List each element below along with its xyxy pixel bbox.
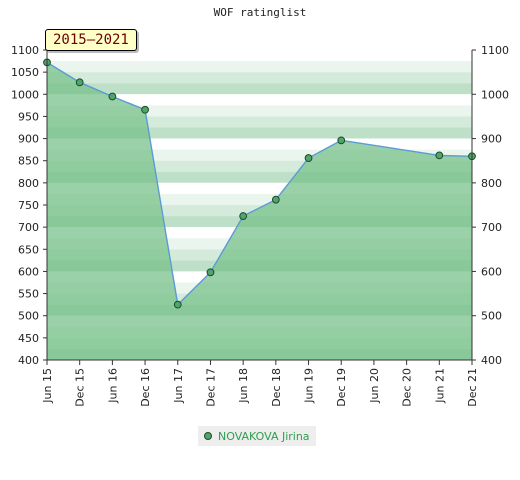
background-band — [47, 72, 472, 84]
y-right-tick-label: 1100 — [481, 44, 509, 57]
background-band — [47, 127, 472, 139]
data-point — [304, 154, 313, 162]
x-tick-label: Dec 19 — [335, 368, 348, 407]
x-tick-label: Dec 15 — [74, 368, 87, 407]
y-left-tick-label: 700 — [18, 221, 39, 234]
y-left-tick-label: 600 — [18, 265, 39, 278]
data-point — [435, 151, 444, 160]
background-band — [47, 61, 472, 73]
x-tick-label: Jun 16 — [106, 368, 119, 404]
y-right-tick-label: 500 — [481, 310, 502, 323]
y-left-tick-label: 1050 — [11, 66, 39, 79]
y-left-tick-label: 800 — [18, 177, 39, 190]
data-point — [239, 212, 248, 220]
x-tick-label: Dec 20 — [401, 368, 414, 407]
x-tick-label: Jun 21 — [433, 368, 446, 404]
y-left-tick-label: 650 — [18, 243, 39, 256]
y-left-tick-label: 450 — [18, 332, 39, 345]
x-tick-label: Dec 18 — [270, 368, 283, 407]
data-point — [108, 92, 117, 101]
background-band — [47, 138, 472, 150]
y-left-tick-label: 400 — [18, 354, 39, 367]
data-point — [271, 195, 280, 204]
data-point — [141, 105, 149, 114]
marker-layer — [43, 58, 476, 309]
background-band — [47, 193, 472, 205]
area-layer — [47, 62, 472, 361]
y-right-tick-label: 900 — [481, 133, 502, 146]
background-band — [47, 94, 472, 106]
data-point — [337, 136, 346, 145]
legend-label: NOVAKOVA Jirina — [218, 429, 310, 443]
x-tick-label: Jun 18 — [237, 368, 250, 404]
data-point — [173, 300, 182, 309]
line-layer — [46, 61, 473, 307]
series-line — [46, 61, 473, 307]
data-point — [206, 268, 215, 277]
background-band — [47, 105, 472, 117]
y-right-tick-label: 700 — [481, 221, 502, 234]
y-left-tick-label: 950 — [18, 110, 39, 123]
background-band — [47, 182, 472, 194]
x-tick-label: Dec 17 — [204, 368, 217, 407]
x-tick-label: Dec 16 — [139, 368, 152, 407]
y-right-tick-label: 1000 — [481, 88, 509, 101]
background-band — [47, 171, 472, 183]
y-left-tick-label: 750 — [18, 199, 39, 212]
background-band — [47, 160, 472, 172]
background-band — [47, 116, 472, 128]
y-left-tick-label: 900 — [18, 133, 39, 146]
x-tick-label: Jun 20 — [368, 368, 381, 404]
x-tick-label: Jun 15 — [41, 368, 54, 404]
y-left-tick-label: 550 — [18, 288, 39, 301]
period-badge: 2015–2021 — [45, 29, 137, 51]
background-band — [47, 149, 472, 161]
y-left-tick-label: 850 — [18, 155, 39, 168]
y-right-tick-label: 800 — [481, 177, 502, 190]
y-left-tick-label: 1100 — [11, 44, 39, 57]
background-band — [47, 50, 472, 62]
axis-layer: 400 450 500 550 600 650 700 750 800 850 900 950 1000… — [11, 44, 509, 407]
x-tick-label: Dec 21 — [466, 368, 479, 407]
y-right-tick-label: 600 — [481, 265, 502, 278]
x-tick-label: Jun 19 — [303, 368, 316, 404]
chart-title: WOF ratinglist — [213, 6, 307, 19]
background-band — [47, 83, 472, 95]
y-right-tick-label: 400 — [481, 354, 502, 367]
legend: NOVAKOVA Jirina — [198, 426, 316, 446]
legend-marker-icon — [204, 432, 212, 440]
x-tick-label: Jun 17 — [172, 368, 185, 404]
y-left-tick-label: 500 — [18, 310, 39, 323]
data-point — [75, 78, 84, 87]
series-area — [47, 62, 472, 361]
y-left-tick-label: 1000 — [11, 88, 39, 101]
